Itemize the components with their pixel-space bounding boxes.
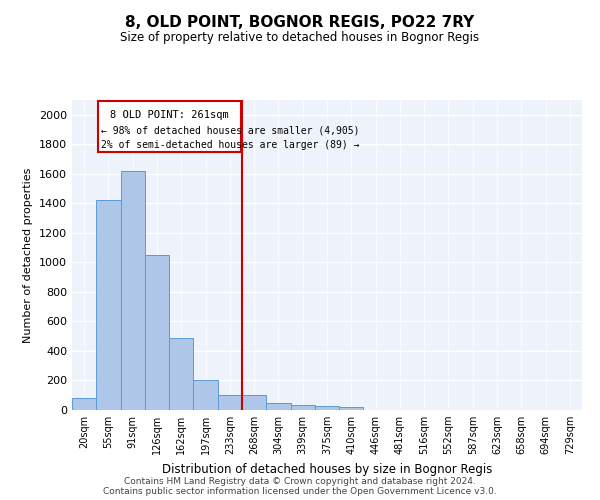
Text: 8, OLD POINT, BOGNOR REGIS, PO22 7RY: 8, OLD POINT, BOGNOR REGIS, PO22 7RY bbox=[125, 15, 475, 30]
Text: Contains HM Land Registry data © Crown copyright and database right 2024.: Contains HM Land Registry data © Crown c… bbox=[124, 476, 476, 486]
Bar bbox=[121, 171, 145, 410]
Text: 8 OLD POINT: 261sqm: 8 OLD POINT: 261sqm bbox=[110, 110, 229, 120]
Bar bbox=[339, 407, 364, 410]
Bar bbox=[193, 380, 218, 410]
Y-axis label: Number of detached properties: Number of detached properties bbox=[23, 168, 34, 342]
FancyBboxPatch shape bbox=[97, 102, 241, 152]
Text: Size of property relative to detached houses in Bognor Regis: Size of property relative to detached ho… bbox=[121, 31, 479, 44]
Bar bbox=[72, 398, 96, 410]
Text: Contains public sector information licensed under the Open Government Licence v3: Contains public sector information licen… bbox=[103, 486, 497, 496]
Bar bbox=[96, 200, 121, 410]
Bar bbox=[145, 255, 169, 410]
Bar bbox=[242, 395, 266, 410]
Bar bbox=[169, 338, 193, 410]
Text: 2% of semi-detached houses are larger (89) →: 2% of semi-detached houses are larger (8… bbox=[101, 140, 359, 150]
Bar bbox=[266, 402, 290, 410]
X-axis label: Distribution of detached houses by size in Bognor Regis: Distribution of detached houses by size … bbox=[162, 462, 492, 475]
Bar bbox=[218, 394, 242, 410]
Bar bbox=[315, 406, 339, 410]
Bar bbox=[290, 405, 315, 410]
Text: ← 98% of detached houses are smaller (4,905): ← 98% of detached houses are smaller (4,… bbox=[101, 126, 359, 136]
